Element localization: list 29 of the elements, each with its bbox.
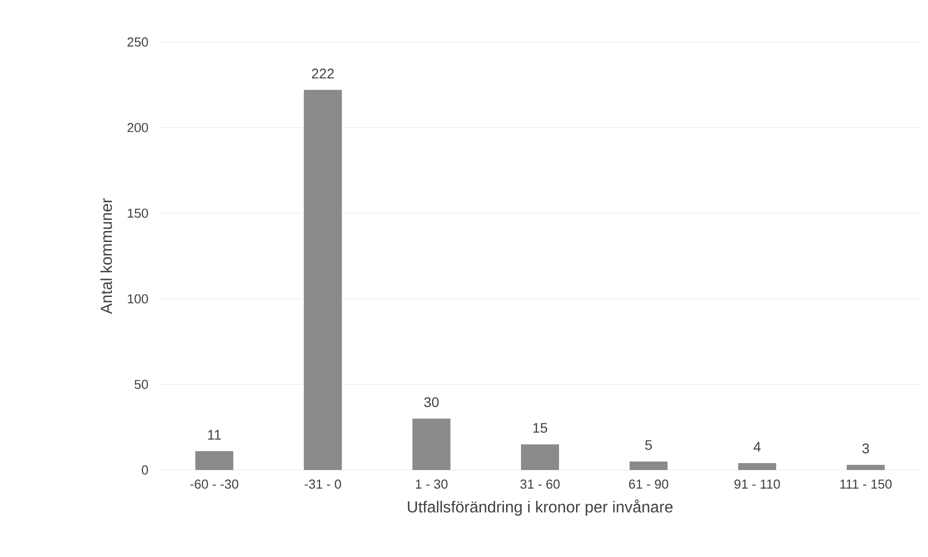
x-tick-label: 31 - 60 [520, 480, 560, 489]
y-tick-label: 100 [128, 294, 148, 304]
y-tick-label: 250 [128, 37, 148, 47]
y-tick-label: 200 [128, 123, 148, 132]
x-tick-label: -31 - 0 [304, 480, 342, 489]
x-tick-label: 111 - 150 [840, 480, 892, 489]
bar [195, 451, 234, 470]
x-tick-label: 1 - 30 [416, 480, 448, 489]
data-label: 15 [533, 423, 548, 433]
data-label: 5 [645, 440, 652, 450]
data-label: 222 [312, 68, 334, 78]
x-axis-title: Utfallsförändring i kronor per invånare [408, 500, 673, 516]
x-tick-label: 91 - 110 [734, 480, 780, 489]
y-tick-label: 150 [128, 208, 148, 218]
y-axis-title: Antal kommuner [100, 198, 112, 314]
bar [412, 418, 450, 470]
x-tick-label: 61 - 90 [629, 480, 668, 489]
y-tick-label: 50 [134, 380, 148, 389]
x-tick-label: -60 - -30 [190, 480, 238, 489]
data-label: 30 [424, 397, 439, 408]
bar [630, 461, 668, 470]
bar [846, 464, 885, 470]
data-label: 4 [754, 442, 761, 452]
bar [738, 463, 776, 470]
bar [521, 444, 560, 470]
data-label: 11 [208, 430, 221, 440]
bar [304, 90, 342, 470]
data-label: 3 [862, 443, 869, 454]
y-tick-label: 0 [142, 465, 148, 475]
